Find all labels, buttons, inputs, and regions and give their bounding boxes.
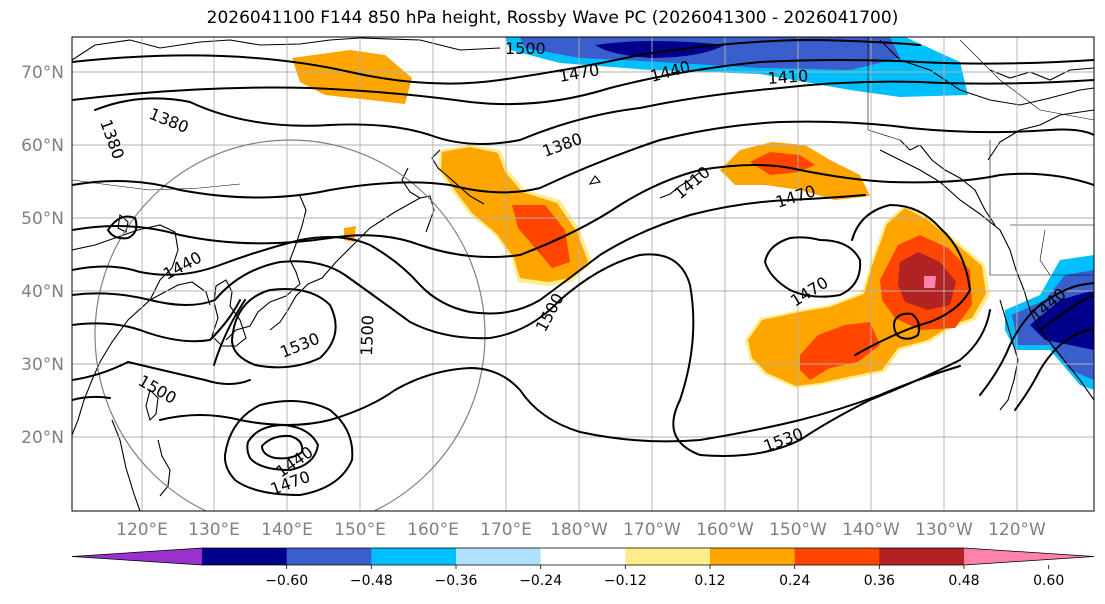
- contour-label-1410-arctic: 1410: [767, 66, 809, 88]
- map-frame: [71, 36, 1095, 512]
- colorbar-tick-label: 0.12: [694, 573, 725, 589]
- colorbar-tick-label: −0.12: [604, 573, 647, 589]
- colorbar-segment: [202, 548, 288, 565]
- colorbar: −0.60 −0.48 −0.36 −0.24 −0.12 0.12 0.24 0.36 0.4…: [71, 547, 1095, 589]
- colorbar-segment: [456, 548, 542, 565]
- lat-label-20n: 20°N: [21, 428, 64, 448]
- colorbar-extend-high: [964, 548, 1094, 565]
- lat-label-70n: 70°N: [21, 63, 64, 83]
- lat-label-60n: 60°N: [21, 136, 64, 156]
- contour-label-1500-arctic: 1500: [505, 39, 546, 58]
- colorbar-extend-low: [72, 548, 202, 565]
- positive-anomaly-siberia: [292, 50, 412, 104]
- lon-label-180w: 180°W: [550, 520, 608, 540]
- lon-label-120w: 120°W: [988, 520, 1046, 540]
- positive-anomaly-pacific-high: [745, 205, 990, 388]
- lon-label-130e: 130°E: [188, 520, 240, 540]
- colorbar-segment: [540, 548, 626, 565]
- colorbar-tick-label: −0.48: [350, 573, 393, 589]
- lon-label-150e: 150°E: [334, 520, 386, 540]
- positive-anomaly-bering: [344, 145, 592, 286]
- lat-label-50n: 50°N: [21, 209, 64, 229]
- colorbar-segment: [286, 548, 372, 565]
- colorbar-tick-label: −0.36: [435, 573, 478, 589]
- colorbar-segment: [879, 548, 965, 565]
- colorbar-tick-label: 0.60: [1033, 573, 1064, 589]
- lon-label-160e: 160°E: [407, 520, 459, 540]
- lon-label-170e: 170°E: [480, 520, 532, 540]
- colorbar-tick-label: −0.24: [519, 573, 562, 589]
- lon-label-120e: 120°E: [116, 520, 168, 540]
- latitude-labels: 70°N 60°N 50°N 40°N 30°N 20°N: [21, 63, 64, 448]
- colorbar-tick-label: −0.60: [265, 573, 308, 589]
- colorbar-segment: [710, 548, 796, 565]
- range-circle: [94, 139, 486, 511]
- lon-label-140w: 140°W: [842, 520, 900, 540]
- colorbar-tick-label: 0.24: [779, 573, 810, 589]
- borders: [72, 37, 1094, 276]
- lon-label-140e: 140°E: [261, 520, 313, 540]
- lon-label-130w: 130°W: [915, 520, 973, 540]
- colorbar-segment: [625, 548, 711, 565]
- map-title: 2026041100 F144 850 hPa height, Rossby W…: [206, 8, 899, 28]
- colorbar-outline: [71, 547, 1095, 566]
- contour-label-1500-pacific: 1500: [357, 315, 377, 356]
- height-contours: [72, 39, 1094, 496]
- colorbar-tick-label: 0.36: [864, 573, 895, 589]
- colorbar-segment: [371, 548, 457, 565]
- lat-label-40n: 40°N: [21, 282, 64, 302]
- lon-label-170w: 170°W: [623, 520, 681, 540]
- coastlines: [72, 37, 1094, 511]
- colorbar-tick-label: 0.48: [948, 573, 979, 589]
- longitude-labels: 120°E 130°E 140°E 150°E 160°E 170°E 180°…: [116, 520, 1046, 540]
- lon-label-160w: 160°W: [696, 520, 754, 540]
- lat-label-30n: 30°N: [21, 355, 64, 375]
- colorbar-segment: [794, 548, 880, 565]
- lon-label-150w: 150°W: [769, 520, 827, 540]
